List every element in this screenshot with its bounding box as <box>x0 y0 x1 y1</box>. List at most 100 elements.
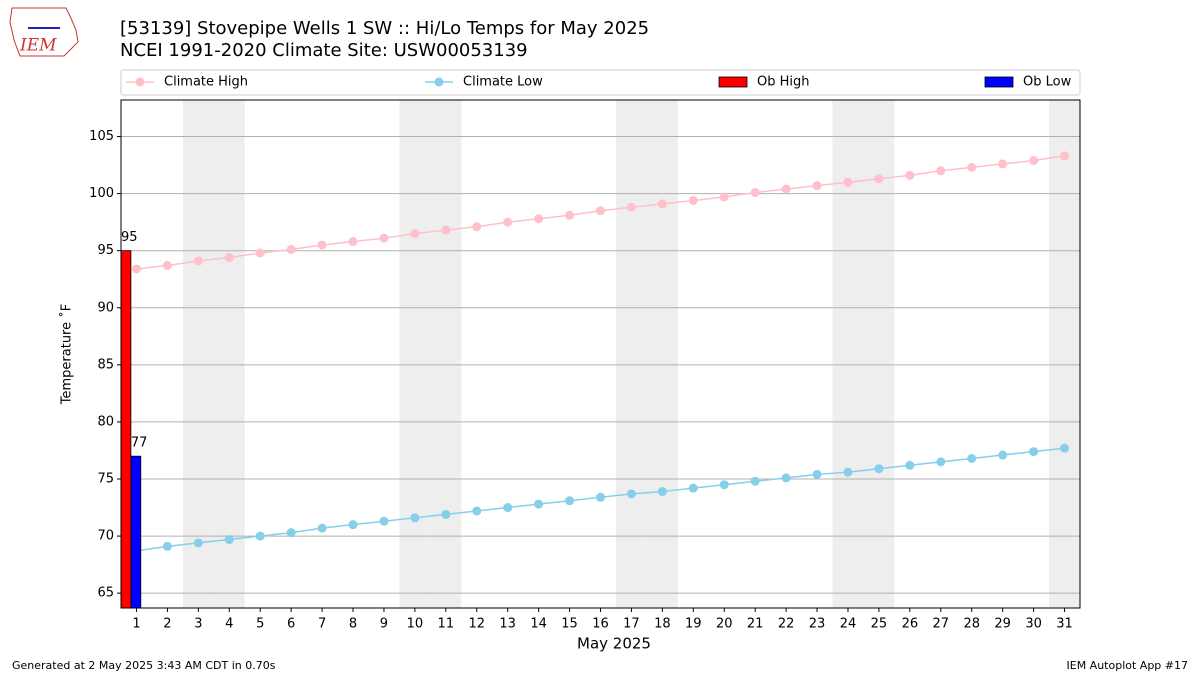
point <box>657 199 667 209</box>
point <box>626 489 636 499</box>
point <box>379 233 389 243</box>
x-tick-label: 7 <box>318 617 326 632</box>
footer-right: IEM Autoplot App #17 <box>1067 659 1189 672</box>
bar <box>120 250 132 609</box>
x-tick-label: 3 <box>194 617 202 632</box>
y-tick-label: 80 <box>97 414 114 429</box>
weekend-shade <box>615 100 647 608</box>
point <box>441 509 451 519</box>
point <box>967 162 977 172</box>
x-tick-label: 17 <box>623 617 640 632</box>
legend-label: Climate High <box>164 75 248 90</box>
point <box>348 237 358 247</box>
weekend-shade <box>213 100 245 608</box>
point <box>255 531 265 541</box>
x-tick-label: 28 <box>963 617 980 632</box>
point <box>781 473 791 483</box>
point <box>410 513 420 523</box>
bar-label: 77 <box>131 436 148 451</box>
chart-title: [53139] Stovepipe Wells 1 SW :: Hi/Lo Te… <box>120 18 649 39</box>
point <box>503 503 513 513</box>
x-tick-label: 9 <box>380 617 388 632</box>
x-tick-label: 24 <box>840 617 857 632</box>
x-axis-label: May 2025 <box>577 635 651 653</box>
x-tick-label: 27 <box>933 617 950 632</box>
point <box>162 541 172 551</box>
x-tick-label: 16 <box>592 617 609 632</box>
bar <box>130 455 142 609</box>
point <box>503 217 513 227</box>
point <box>224 253 234 263</box>
point <box>379 516 389 526</box>
legend-label: Ob High <box>757 75 810 90</box>
y-tick-label: 65 <box>97 586 114 601</box>
y-tick-label: 75 <box>97 472 114 487</box>
x-tick-label: 30 <box>1025 617 1042 632</box>
point <box>905 170 915 180</box>
x-tick-label: 13 <box>499 617 516 632</box>
point <box>812 181 822 191</box>
chart-subtitle: NCEI 1991-2020 Climate Site: USW00053139 <box>120 40 528 61</box>
plot-area <box>121 100 1080 608</box>
legend-swatch <box>718 76 748 88</box>
point <box>1029 156 1039 166</box>
point <box>534 499 544 509</box>
point <box>1029 447 1039 457</box>
weekend-shade <box>646 100 678 608</box>
point <box>255 248 265 258</box>
point <box>565 210 575 220</box>
point <box>286 245 296 255</box>
x-tick-label: 15 <box>561 617 578 632</box>
x-tick-label: 22 <box>778 617 795 632</box>
legend-marker <box>135 77 145 87</box>
weekend-shade <box>182 100 214 608</box>
point <box>286 528 296 538</box>
point <box>193 256 203 266</box>
point <box>565 496 575 506</box>
x-tick-label: 11 <box>438 617 455 632</box>
point <box>1060 151 1070 161</box>
point <box>874 464 884 474</box>
weekend-shade <box>863 100 895 608</box>
point <box>688 483 698 493</box>
weekend-shade <box>1049 100 1080 608</box>
x-tick-label: 19 <box>685 617 702 632</box>
legend-label: Ob Low <box>1023 75 1072 90</box>
point <box>441 225 451 235</box>
point <box>596 206 605 216</box>
point <box>472 506 482 516</box>
x-tick-label: 5 <box>256 617 264 632</box>
point <box>936 166 946 176</box>
point <box>131 264 141 274</box>
point <box>998 159 1008 169</box>
point <box>719 480 729 490</box>
x-tick-label: 4 <box>225 617 233 632</box>
y-tick-label: 105 <box>89 129 114 144</box>
x-tick-label: 20 <box>716 617 733 632</box>
x-tick-label: 6 <box>287 617 295 632</box>
legend <box>120 69 1081 96</box>
point <box>193 538 203 548</box>
point <box>410 229 420 239</box>
x-tick-label: 14 <box>530 617 547 632</box>
point <box>317 240 327 250</box>
point <box>719 192 729 202</box>
logo-text: IEM <box>19 36 57 56</box>
logo: IEM <box>9 7 79 57</box>
point <box>224 535 234 545</box>
point <box>1060 443 1070 453</box>
point <box>998 450 1008 460</box>
point <box>874 174 884 184</box>
y-tick-label: 100 <box>89 186 114 201</box>
y-tick-label: 70 <box>97 529 114 544</box>
bar-label: 95 <box>121 230 138 245</box>
x-tick-label: 8 <box>349 617 357 632</box>
point <box>843 177 853 187</box>
x-tick-label: 31 <box>1056 617 1073 632</box>
x-tick-label: 18 <box>654 617 671 632</box>
point <box>750 187 760 197</box>
logo-outline <box>9 7 79 57</box>
x-tick-label: 10 <box>407 617 424 632</box>
x-tick-label: 1 <box>132 617 140 632</box>
weekend-shade <box>832 100 864 608</box>
